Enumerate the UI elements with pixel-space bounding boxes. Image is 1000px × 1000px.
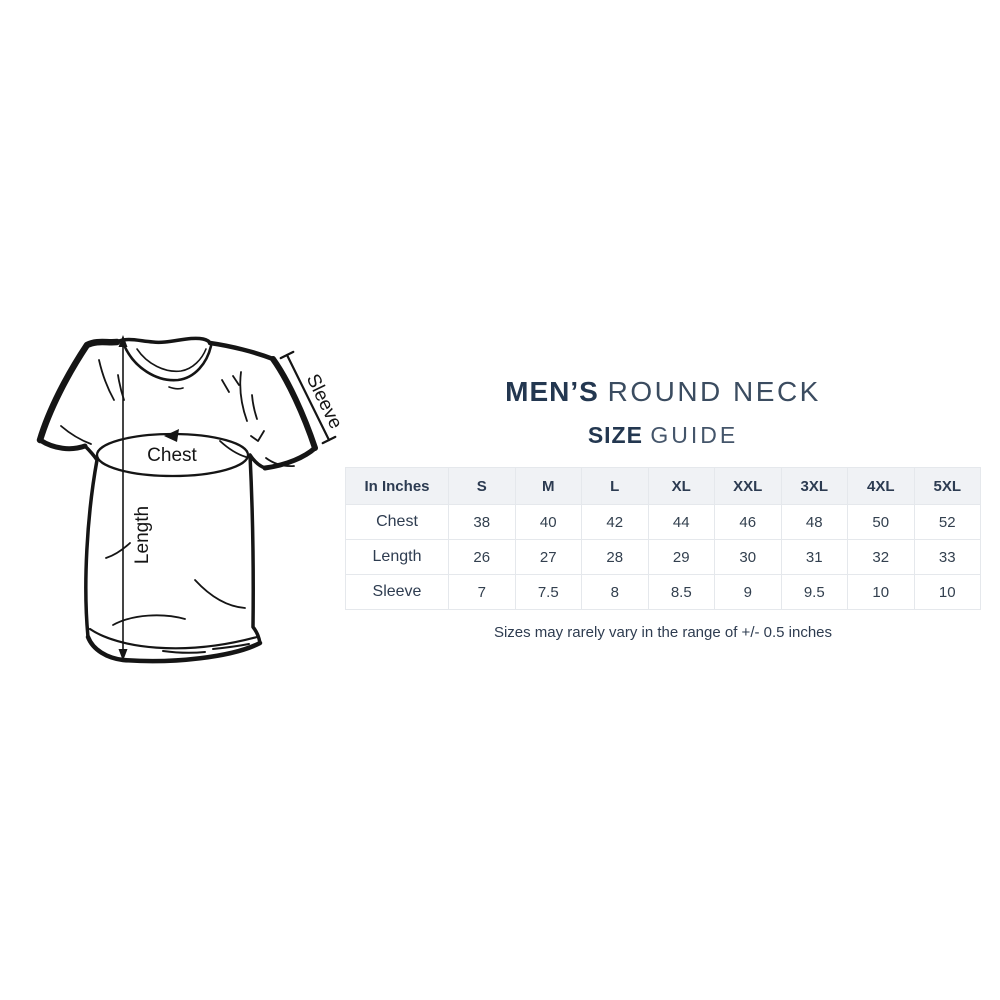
left-sleeve-edge	[36, 338, 121, 444]
subtitle-bold: SIZE	[587, 422, 643, 448]
cell-chest-m: 40	[514, 504, 582, 540]
subtitle-light: GUIDE	[650, 422, 739, 448]
right-sleeve-edge	[270, 356, 318, 451]
table-row-sleeve: Sleeve 7 7.5 8 8.5 9 9.5 10 10	[345, 574, 981, 610]
cell-chest-s: 38	[448, 504, 516, 540]
cell-chest-4xl: 50	[847, 504, 915, 540]
right-shoulder-edge	[207, 340, 276, 362]
size-guide-panel: MEN’S ROUND NECK SIZE GUIDE In Inches S …	[345, 376, 981, 641]
header-cell-m: M	[514, 467, 582, 505]
cell-length-3xl: 31	[780, 539, 848, 575]
cell-length-l: 28	[581, 539, 649, 575]
hem-dash-2	[212, 643, 250, 650]
sleeve-dimension-line	[285, 353, 331, 442]
collar-rib-line	[136, 348, 207, 373]
cell-chest-xl: 44	[647, 504, 715, 540]
row-label-length: Length	[345, 539, 449, 575]
length-arrowhead-up-icon	[118, 335, 128, 347]
cell-length-m: 27	[514, 539, 582, 575]
page-title: MEN’S ROUND NECK	[345, 376, 981, 408]
hem-edge	[85, 634, 263, 664]
page-title-light: ROUND NECK	[607, 376, 821, 407]
table-row-length: Length 26 27 28 29 30 31 32 33	[345, 539, 981, 575]
size-table: In Inches S M L XL XXL 3XL 4XL 5XL Chest…	[345, 467, 981, 610]
cell-length-4xl: 32	[847, 539, 915, 575]
cell-sleeve-5xl: 10	[913, 574, 981, 610]
header-cell-xxl: XXL	[714, 467, 782, 505]
tshirt-outline	[38, 336, 317, 663]
cell-sleeve-s: 7	[448, 574, 516, 610]
collar-inner-line	[122, 343, 213, 382]
chest-arrowhead-icon	[164, 429, 179, 442]
collar-dash	[168, 386, 184, 390]
chest-label: Chest	[147, 445, 197, 466]
sleeve-dimension-tick-bottom	[321, 435, 337, 445]
page-title-bold: MEN’S	[505, 376, 599, 407]
cell-length-5xl: 33	[913, 539, 981, 575]
cell-chest-3xl: 48	[780, 504, 848, 540]
cell-length-xxl: 30	[714, 539, 782, 575]
header-cell-xl: XL	[647, 467, 715, 505]
cell-sleeve-xxl: 9	[714, 574, 782, 610]
hem-dash-1	[162, 650, 206, 654]
cell-sleeve-m: 7.5	[514, 574, 582, 610]
size-guide-subtitle: SIZE GUIDE	[345, 421, 981, 449]
wrinkle-lines	[60, 359, 295, 626]
header-cell-s: S	[448, 467, 516, 505]
row-label-sleeve: Sleeve	[345, 574, 449, 610]
size-variance-note: Sizes may rarely vary in the range of +/…	[493, 624, 833, 641]
cell-sleeve-4xl: 10	[847, 574, 915, 610]
cell-length-xl: 29	[647, 539, 715, 575]
cell-chest-5xl: 52	[913, 504, 981, 540]
cell-sleeve-l: 8	[581, 574, 649, 610]
right-cuff-edge	[262, 445, 318, 471]
sleeve-dimension-tick-top	[279, 350, 295, 360]
table-row-chest: Chest 38 40 42 44 46 48 50 52	[345, 504, 981, 540]
cell-chest-xxl: 46	[714, 504, 782, 540]
cell-length-s: 26	[448, 539, 516, 575]
header-cell-4xl: 4XL	[847, 467, 915, 505]
table-header-row: In Inches S M L XL XXL 3XL 4XL 5XL	[345, 467, 981, 505]
hem-inner-line	[88, 627, 259, 650]
header-cell-l: L	[581, 467, 649, 505]
tshirt-sketch: Chest Length Sleeve	[36, 335, 345, 664]
header-cell-3xl: 3XL	[780, 467, 848, 505]
length-arrowhead-down-icon	[118, 649, 128, 661]
length-label: Length	[132, 506, 153, 564]
header-cell-5xl: 5XL	[913, 467, 981, 505]
tshirt-measurement-diagram: Chest Length Sleeve	[23, 330, 345, 678]
left-cuff-edge	[37, 437, 88, 452]
row-label-chest: Chest	[345, 504, 449, 540]
cell-chest-l: 42	[581, 504, 649, 540]
cell-sleeve-xl: 8.5	[647, 574, 715, 610]
header-cell-unit: In Inches	[345, 467, 449, 505]
cell-sleeve-3xl: 9.5	[780, 574, 848, 610]
